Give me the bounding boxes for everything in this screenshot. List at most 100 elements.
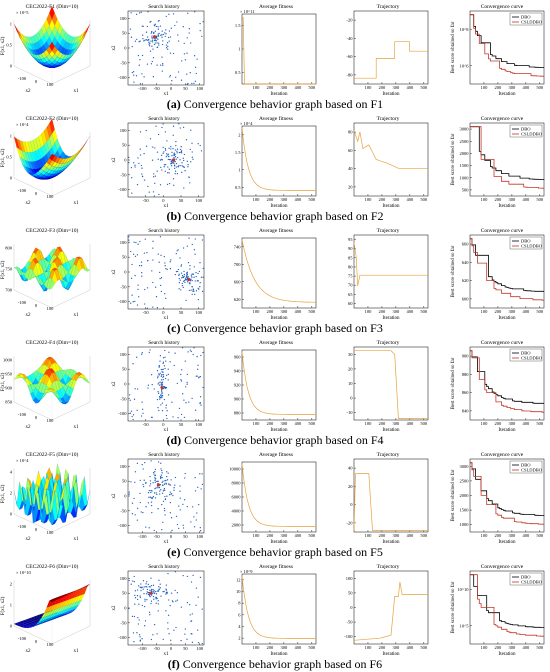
search-point <box>175 173 176 174</box>
search-point <box>131 295 132 296</box>
search-point <box>177 149 178 150</box>
search-point <box>158 35 159 36</box>
search-point <box>190 621 191 622</box>
search-point <box>154 624 155 625</box>
avg-xtick-label: 100 <box>253 533 261 538</box>
search-xtick-label: -50 <box>143 198 150 203</box>
search-point <box>181 380 182 381</box>
traj-xtick-label: 100 <box>365 645 373 650</box>
search-point <box>153 596 154 597</box>
search-point <box>165 407 166 408</box>
caption-letter: (d) <box>166 433 181 447</box>
search-point <box>130 400 131 401</box>
search-point <box>154 475 155 476</box>
search-point <box>199 473 200 474</box>
search-point <box>184 274 185 275</box>
search-point <box>128 162 129 163</box>
search-point <box>184 170 185 171</box>
conv-ylabel: Best score obtained so far <box>451 21 456 73</box>
search-point <box>175 161 176 162</box>
avg-ytick-label: 900 <box>234 397 242 402</box>
search-point <box>159 262 160 263</box>
avg-xtick-label: 300 <box>281 309 289 314</box>
search-point <box>139 634 140 635</box>
surface-x1-label: x1 <box>74 425 80 430</box>
traj-ytick-label: 85 <box>348 255 353 260</box>
search-point <box>173 487 174 488</box>
surface-scale-label: × 10^10 <box>16 570 32 575</box>
search-point <box>165 29 166 30</box>
search-point <box>159 374 160 375</box>
search-point <box>156 598 157 599</box>
search-point <box>152 591 153 592</box>
search-point <box>158 34 159 35</box>
search-xtick-label: 50 <box>183 534 188 539</box>
surface-x1-label: x1 <box>74 89 80 94</box>
search-point <box>178 40 179 41</box>
search-point <box>149 612 150 613</box>
search-point <box>155 31 156 32</box>
search-point <box>155 479 156 480</box>
search-point <box>158 580 159 581</box>
search-point <box>161 504 162 505</box>
search-point <box>150 577 151 578</box>
search-point <box>171 163 172 164</box>
traj-xtick-label: 100 <box>365 533 373 538</box>
search-point <box>137 519 138 520</box>
search-point <box>173 163 174 164</box>
search-point <box>200 577 201 578</box>
search-point <box>190 149 191 150</box>
surface-ztick-label: 900 <box>5 386 13 391</box>
search-point <box>155 287 156 288</box>
search-xtick-label: 0 <box>170 534 173 539</box>
search-point <box>196 587 197 588</box>
search-point <box>140 590 141 591</box>
search-point <box>159 487 160 488</box>
legend-csl-label: CSLDDBO <box>521 468 543 473</box>
traj-xtick-label: 200 <box>379 85 387 90</box>
search-ytick-label: -100 <box>118 411 127 416</box>
search-point <box>152 634 153 635</box>
search-point <box>183 525 184 526</box>
search-ytick-label: 50 <box>122 143 127 148</box>
search-point <box>129 580 130 581</box>
search-point <box>172 416 173 417</box>
surface-ztick-label: 2 <box>10 582 12 587</box>
search-x2-label: x2 <box>112 45 117 51</box>
search-ytick-label: 0 <box>124 494 127 499</box>
search-point <box>171 493 172 494</box>
search-point <box>155 497 156 498</box>
search-point <box>201 150 202 151</box>
search-x2-label: x2 <box>112 157 117 163</box>
search-point <box>171 80 172 81</box>
search-point <box>163 369 164 370</box>
search-point <box>171 152 172 153</box>
search-point <box>183 160 184 161</box>
search-point <box>191 275 192 276</box>
search-point <box>180 640 181 641</box>
surface-zlabel: F(x1, x2) <box>1 484 6 503</box>
search-point <box>170 491 171 492</box>
search-point <box>186 139 187 140</box>
search-point <box>183 399 184 400</box>
search-point <box>142 413 143 414</box>
search-point <box>152 247 153 248</box>
surface-x2-label: x2 <box>26 649 32 654</box>
search-point <box>132 363 133 364</box>
search-point <box>150 603 151 604</box>
search-point <box>198 504 199 505</box>
search-point <box>161 474 162 475</box>
search-point <box>146 146 147 147</box>
conv-ytick-label: 600 <box>462 296 470 301</box>
search-point <box>148 42 149 43</box>
search-point <box>166 405 167 406</box>
search-point <box>156 597 157 598</box>
search-point <box>200 282 201 283</box>
search-point <box>170 148 171 149</box>
search-point <box>180 265 181 266</box>
search-point <box>135 514 136 515</box>
